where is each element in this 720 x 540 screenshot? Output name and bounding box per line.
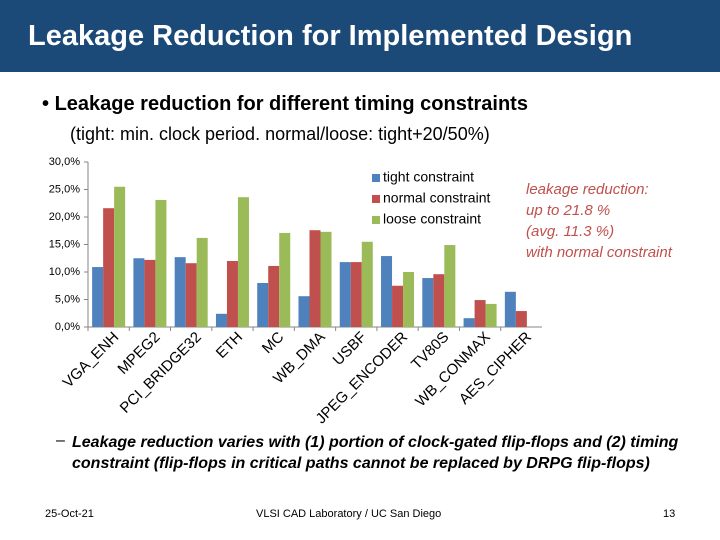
footer-center: VLSI CAD Laboratory / UC San Diego [256,508,442,520]
bar [392,285,404,327]
bar [515,311,527,327]
bar [485,303,497,327]
bar [114,186,126,327]
legend-label: tight constraint [383,169,474,185]
bar [320,231,332,327]
bar [144,259,156,327]
bar [504,291,516,327]
note: Leakage reduction varies with (1) portio… [72,434,679,472]
x-tick-label: VGA_ENH [60,329,123,392]
y-tick-label: 10,0% [49,266,80,278]
bar [92,267,104,327]
annotation: leakage reduction: [526,181,649,198]
bar [339,262,351,327]
legend-label: normal constraint [383,190,490,206]
legend-swatch [372,195,380,203]
annotation: with normal constraint [526,244,673,261]
bar [350,262,362,327]
legend-label: loose constraint [383,211,481,227]
bar [361,241,373,327]
chart: 0,0% 5,0% 10,0% 15,0% 20,0% 25,0% 30,0% VGA_ENH… [49,156,673,427]
bar [298,296,310,327]
slide-title: Leakage Reduction for Implemented Design [28,20,633,52]
y-tick-label: 30,0% [49,156,80,168]
bar [185,263,197,327]
bar [226,261,238,327]
footer-date: 25-Oct-21 [45,508,94,520]
annotation: (avg. 11.3 %) [526,223,614,240]
bar [237,197,249,327]
footer-page: 13 [663,508,676,520]
y-tick-label: 20,0% [49,211,80,223]
bar [257,283,269,327]
legend-swatch [372,216,380,224]
bar [403,272,415,327]
bar [196,237,208,327]
bar [381,256,393,327]
y-tick-label: 5,0% [55,293,80,305]
y-tick-label: 0,0% [55,321,80,333]
title-bar [0,0,720,72]
bar [433,274,445,327]
subtitle: (tight: min. clock period. normal/loose:… [70,124,490,144]
legend-swatch [372,174,380,182]
bar [268,265,280,327]
bar [422,278,434,327]
bar [215,313,227,327]
y-tick-label: 15,0% [49,238,80,250]
bar [133,258,145,327]
annotation: up to 21.8 % [526,202,610,219]
bar [155,199,167,327]
bar [103,208,115,327]
bullet-text: Leakage reduction for different timing c… [54,93,528,115]
x-tick-label: MC [259,328,288,357]
bullet: • Leakage reduction for different timing… [42,93,528,115]
x-tick-label: AES_CIPHER [456,329,535,408]
bar [279,232,291,327]
x-tick-label: ETH [213,329,246,362]
bar [174,257,186,327]
y-tick-label: 25,0% [49,183,80,195]
dash: – [56,432,65,449]
bar [309,230,321,327]
bar [444,245,456,327]
bar [474,300,486,327]
bar [463,318,475,327]
